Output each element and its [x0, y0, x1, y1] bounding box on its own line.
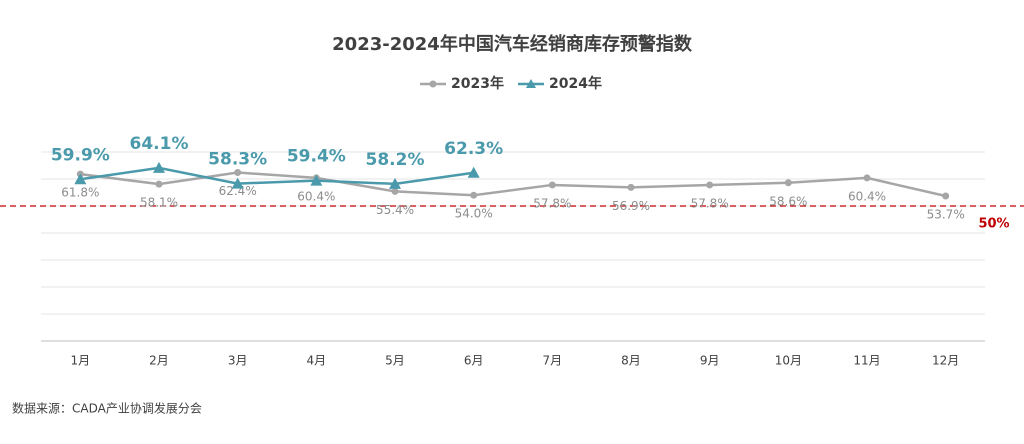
- point: [627, 183, 635, 191]
- point: [234, 169, 242, 177]
- data-label: 58.6%: [769, 194, 807, 208]
- x-tick-label: 10月: [775, 354, 802, 368]
- x-tick-label: 4月: [307, 354, 327, 368]
- x-tick-label: 6月: [464, 354, 484, 368]
- data-label: 64.1%: [130, 134, 189, 154]
- x-tick-label: 1月: [71, 354, 91, 368]
- point: [467, 166, 480, 178]
- data-label: 61.8%: [61, 186, 99, 200]
- x-tick-label: 11月: [853, 354, 880, 368]
- reference-label: 50%: [978, 217, 1009, 232]
- data-label: 58.3%: [208, 150, 267, 170]
- point: [231, 177, 244, 189]
- data-label: 55.4%: [376, 203, 414, 217]
- x-tick-label: 7月: [543, 354, 563, 368]
- x-tick-label: 5月: [385, 354, 405, 368]
- data-label: 53.7%: [927, 208, 965, 222]
- point: [391, 187, 399, 195]
- data-label: 58.1%: [140, 196, 178, 210]
- legend-label: 2023年: [451, 75, 504, 92]
- data-label: 59.4%: [287, 147, 346, 167]
- data-label: 60.4%: [848, 189, 886, 203]
- chart-title: 2023-2024年中国汽车经销商库存预警指数: [332, 33, 693, 55]
- series-line: [80, 166, 474, 186]
- data-label: 62.4%: [219, 184, 257, 198]
- point: [784, 179, 792, 187]
- point: [74, 173, 87, 185]
- legend-label: 2024年: [549, 75, 602, 92]
- point: [153, 161, 165, 173]
- legend-marker: [429, 80, 437, 88]
- data-label: 57.8%: [533, 196, 571, 210]
- x-tick-label: 12月: [932, 354, 959, 368]
- point: [155, 180, 163, 188]
- x-tick-label: 9月: [700, 354, 720, 368]
- point: [942, 192, 950, 200]
- x-tick-label: 8月: [621, 354, 641, 368]
- data-label: 59.9%: [51, 145, 110, 165]
- point: [548, 181, 556, 189]
- point: [470, 191, 478, 199]
- x-tick-label: 2月: [149, 354, 169, 368]
- data-label: 56.9%: [612, 199, 650, 213]
- point: [389, 177, 401, 189]
- point: [863, 174, 871, 182]
- data-label: 62.3%: [444, 139, 503, 159]
- data-label: 58.2%: [366, 150, 425, 170]
- source-note: 数据来源：CADA产业协调发展分会: [12, 401, 202, 416]
- data-label: 54.0%: [455, 207, 493, 221]
- point: [310, 174, 323, 186]
- data-label: 60.4%: [297, 189, 335, 203]
- x-tick-label: 3月: [228, 354, 248, 368]
- series-line: [80, 171, 946, 198]
- point: [706, 181, 714, 189]
- data-label: 57.8%: [691, 196, 729, 210]
- legend-marker: [526, 79, 536, 88]
